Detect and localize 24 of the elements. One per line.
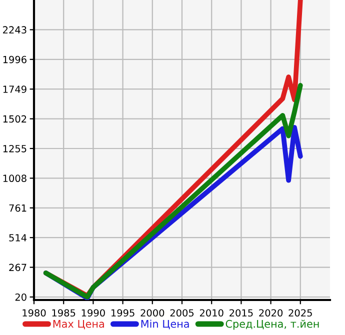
x-tick-label: 1980 (22, 309, 46, 317)
y-tick-label: 1749 (3, 86, 26, 93)
y-tick-label: 1996 (3, 56, 26, 64)
x-tick-label: 2000 (140, 309, 164, 317)
line-series (43, 82, 303, 300)
legend-label: Сред.Цена, т.йен (226, 320, 319, 330)
y-tick-label: 1255 (3, 144, 26, 152)
y-tick-label: 761 (9, 204, 26, 212)
legend-label: Max Цена (53, 320, 104, 330)
x-tick-label: 2005 (170, 309, 194, 317)
legend-label: Min Цена (141, 320, 189, 330)
y-tick-label: 514 (9, 234, 27, 242)
y-tick-label: 20 (15, 293, 26, 301)
x-tick-label: 2025 (288, 309, 312, 317)
x-tick-label: 2015 (230, 309, 253, 317)
x-tick-label: 2010 (200, 309, 224, 317)
y-tick-label: 267 (9, 264, 26, 272)
x-tick-label: 2020 (259, 309, 283, 317)
x-tick-label: 1995 (111, 309, 134, 317)
x-tick-label: 1990 (82, 309, 105, 317)
y-tick-label: 1008 (3, 174, 26, 182)
y-tick-label: 2243 (3, 26, 26, 34)
y-tick-label: 1502 (3, 115, 26, 123)
x-tick-label: 1985 (52, 309, 76, 317)
